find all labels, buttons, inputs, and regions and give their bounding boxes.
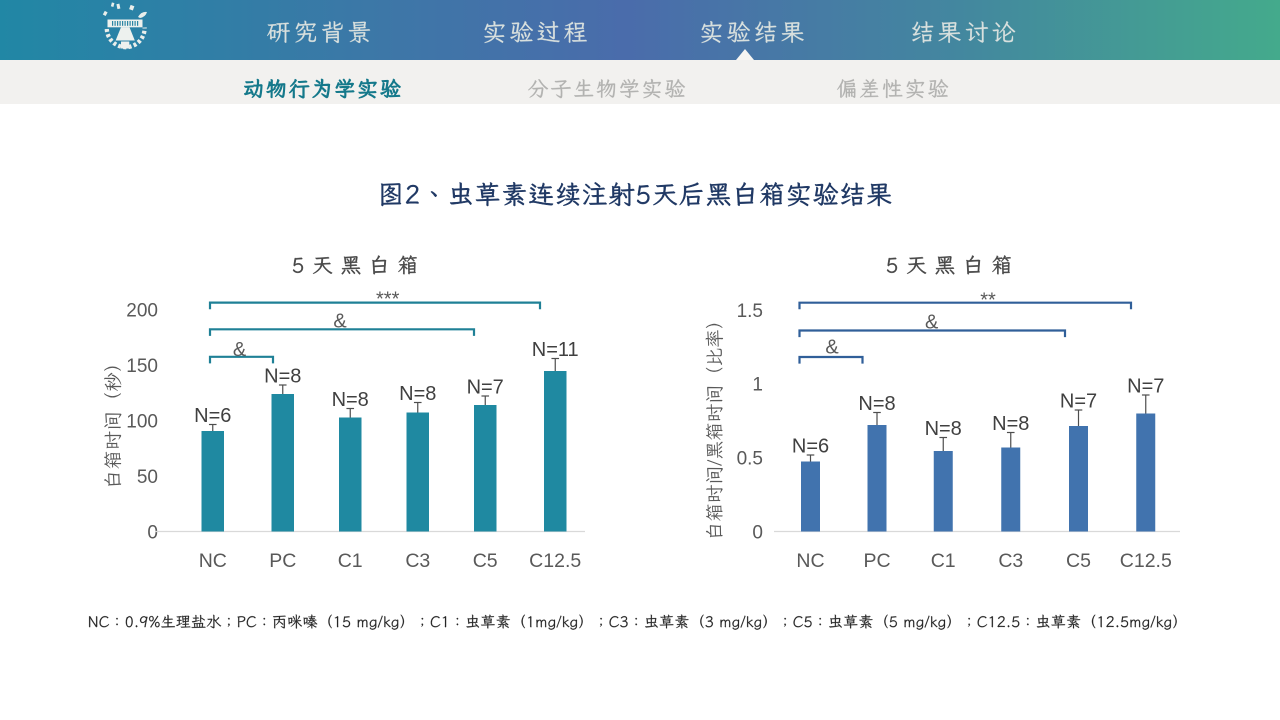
svg-text:1.5: 1.5 [737,301,763,322]
svg-text:&: & [925,312,939,334]
svg-text:100: 100 [126,411,158,432]
svg-text:0.5: 0.5 [737,449,763,470]
svg-text:50: 50 [137,467,158,488]
svg-text:***: *** [376,289,400,311]
svg-text:C12.5: C12.5 [529,550,581,572]
svg-text:**: ** [980,290,996,312]
svg-text:&: & [825,337,839,359]
svg-text:N=8: N=8 [858,393,895,415]
svg-text:N=6: N=6 [194,405,231,427]
svg-text:N=8: N=8 [332,389,369,411]
svg-text:N=7: N=7 [1060,391,1097,413]
svg-text:N=7: N=7 [1127,376,1164,398]
svg-text:C3: C3 [405,550,430,572]
svg-text:1: 1 [752,375,763,396]
svg-text:PC: PC [863,550,890,572]
svg-text:C1: C1 [338,550,363,572]
svg-text:C5: C5 [473,550,498,572]
svg-text:C5: C5 [1066,550,1091,572]
svg-text:C12.5: C12.5 [1120,550,1172,572]
svg-text:N=11: N=11 [532,339,579,361]
svg-text:N=8: N=8 [992,413,1029,435]
svg-text:&: & [333,311,347,333]
svg-text:N=7: N=7 [467,377,504,399]
svg-text:N=8: N=8 [264,366,301,388]
svg-text:0: 0 [752,522,763,543]
svg-text:&: & [233,339,247,361]
svg-text:N=8: N=8 [399,383,436,405]
svg-text:C1: C1 [931,550,956,572]
svg-text:200: 200 [126,300,158,321]
svg-text:N=6: N=6 [792,436,829,458]
svg-text:C3: C3 [998,550,1023,572]
svg-text:N=8: N=8 [925,418,962,440]
svg-text:PC: PC [269,550,296,572]
svg-text:150: 150 [126,356,158,377]
svg-text:NC: NC [199,550,227,572]
svg-text:0: 0 [147,522,158,543]
svg-text:NC: NC [796,550,824,572]
